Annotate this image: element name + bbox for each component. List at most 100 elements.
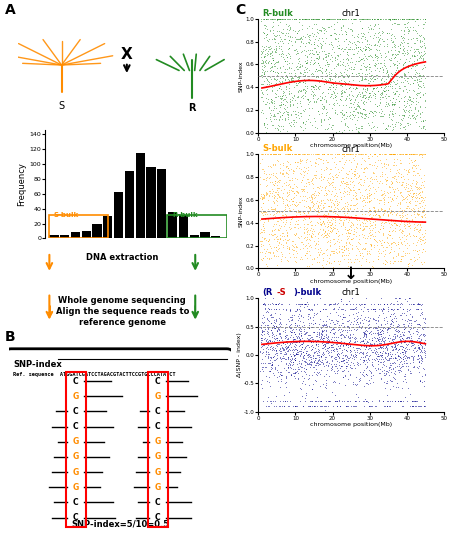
Point bbox=[287, 121, 294, 130]
Point bbox=[304, 202, 312, 211]
Point bbox=[355, 126, 362, 135]
Point bbox=[421, 371, 428, 379]
Point bbox=[396, 150, 404, 159]
Point bbox=[265, 255, 273, 263]
Point bbox=[318, 230, 326, 238]
Point bbox=[352, 305, 360, 314]
Point bbox=[265, 236, 272, 245]
Point bbox=[369, 221, 376, 229]
Point bbox=[306, 360, 313, 369]
Point bbox=[366, 96, 373, 105]
Point bbox=[331, 101, 338, 109]
Point bbox=[419, 212, 426, 221]
Point bbox=[324, 346, 332, 355]
Point bbox=[359, 371, 366, 379]
Point bbox=[298, 37, 305, 46]
Point bbox=[269, 121, 276, 130]
Point bbox=[327, 164, 334, 173]
Point bbox=[320, 264, 328, 273]
Point bbox=[291, 189, 298, 197]
Point bbox=[272, 150, 279, 159]
Point bbox=[399, 240, 406, 249]
Point bbox=[356, 188, 363, 196]
Point bbox=[314, 229, 321, 238]
Point bbox=[336, 150, 343, 159]
Point bbox=[294, 35, 301, 43]
Point bbox=[312, 20, 319, 28]
Point bbox=[362, 15, 369, 23]
Point bbox=[298, 47, 305, 55]
Point bbox=[349, 380, 357, 389]
Point bbox=[273, 128, 280, 137]
Point bbox=[302, 233, 309, 242]
Point bbox=[296, 60, 304, 69]
Point bbox=[390, 259, 397, 267]
Point bbox=[396, 225, 403, 234]
Point bbox=[420, 171, 428, 179]
Point bbox=[374, 238, 381, 247]
Point bbox=[305, 15, 312, 23]
Point bbox=[398, 264, 405, 273]
Point bbox=[330, 299, 337, 308]
Point bbox=[364, 39, 371, 48]
Point bbox=[333, 195, 340, 203]
Point bbox=[361, 218, 369, 227]
Point bbox=[304, 327, 311, 336]
Point bbox=[374, 341, 381, 350]
Point bbox=[291, 307, 299, 315]
Point bbox=[327, 227, 334, 235]
Point bbox=[402, 70, 409, 79]
Point bbox=[380, 110, 387, 119]
Point bbox=[288, 364, 295, 372]
Point bbox=[357, 64, 365, 73]
Point bbox=[395, 84, 403, 93]
Point bbox=[389, 354, 396, 363]
Point bbox=[278, 15, 285, 23]
Point bbox=[296, 34, 303, 42]
Point bbox=[356, 376, 363, 385]
Point bbox=[308, 70, 315, 79]
Point bbox=[404, 128, 411, 137]
Point bbox=[380, 332, 387, 341]
Point bbox=[337, 49, 344, 58]
Point bbox=[300, 351, 308, 360]
Point bbox=[405, 333, 412, 341]
Point bbox=[321, 150, 328, 159]
Point bbox=[275, 177, 282, 185]
Point bbox=[367, 241, 374, 250]
Point bbox=[371, 66, 378, 75]
Point bbox=[364, 42, 371, 51]
Point bbox=[335, 44, 342, 53]
Point bbox=[377, 53, 385, 62]
Point bbox=[273, 232, 280, 241]
Point bbox=[306, 350, 313, 358]
Point bbox=[416, 189, 423, 198]
Point bbox=[399, 305, 406, 314]
Point bbox=[333, 128, 341, 137]
Point bbox=[410, 111, 417, 119]
Point bbox=[421, 319, 428, 327]
Point bbox=[349, 244, 356, 253]
Point bbox=[333, 89, 340, 98]
Point bbox=[313, 253, 321, 261]
Point bbox=[271, 324, 279, 333]
Point bbox=[361, 106, 368, 114]
Point bbox=[386, 230, 393, 239]
Point bbox=[385, 249, 392, 257]
Point bbox=[287, 264, 294, 273]
Point bbox=[376, 34, 384, 42]
Point bbox=[256, 367, 264, 376]
Point bbox=[409, 396, 416, 405]
Point bbox=[300, 196, 308, 204]
Point bbox=[347, 330, 354, 338]
Point bbox=[260, 207, 268, 216]
Point bbox=[295, 150, 303, 159]
Point bbox=[326, 23, 333, 32]
Point bbox=[338, 250, 346, 259]
Point bbox=[319, 249, 326, 257]
Point bbox=[319, 349, 327, 358]
Point bbox=[262, 128, 269, 137]
Point bbox=[396, 353, 404, 362]
Point bbox=[323, 218, 330, 227]
Point bbox=[418, 65, 425, 74]
